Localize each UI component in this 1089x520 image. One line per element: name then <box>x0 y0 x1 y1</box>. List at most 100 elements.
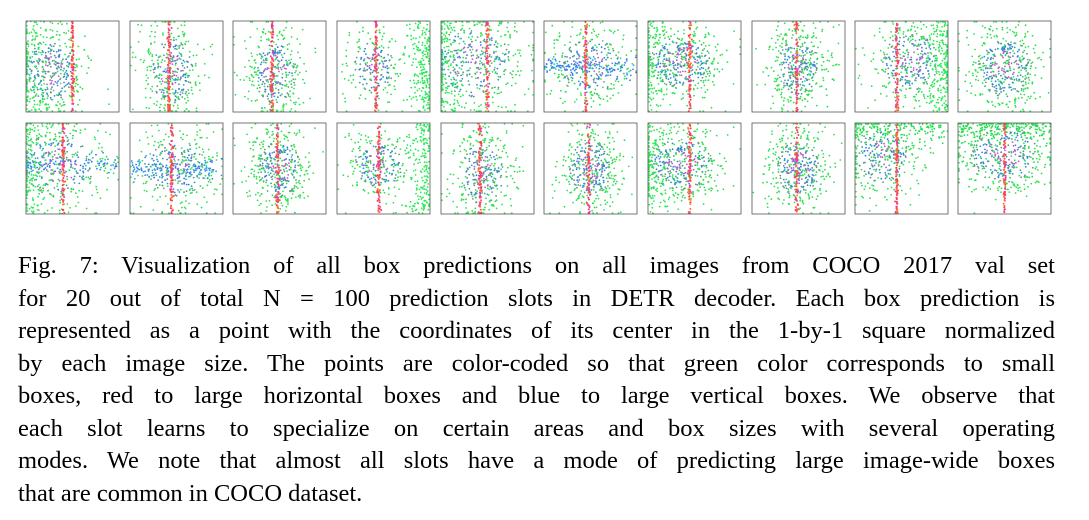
prediction-point <box>169 72 172 74</box>
prediction-point <box>659 73 662 76</box>
prediction-point <box>481 63 484 66</box>
prediction-point <box>792 80 795 82</box>
prediction-point <box>556 62 558 65</box>
prediction-point <box>457 35 460 38</box>
prediction-point <box>650 22 652 25</box>
prediction-point <box>267 30 270 33</box>
prediction-point <box>619 57 622 60</box>
prediction-point <box>406 98 409 101</box>
prediction-point <box>651 62 653 65</box>
prediction-point <box>809 57 812 60</box>
prediction-point <box>939 21 942 23</box>
prediction-point <box>619 65 622 68</box>
prediction-point <box>923 95 925 98</box>
prediction-point <box>657 83 660 85</box>
prediction-point <box>162 94 164 96</box>
prediction-point <box>35 35 37 38</box>
prediction-point <box>62 76 65 78</box>
prediction-point <box>807 73 810 76</box>
prediction-point <box>161 88 164 91</box>
prediction-point <box>595 49 598 52</box>
prediction-point <box>362 26 364 29</box>
prediction-point <box>620 69 622 72</box>
prediction-point <box>167 27 170 30</box>
prediction-point <box>418 88 421 90</box>
prediction-point <box>485 73 488 75</box>
prediction-point <box>683 63 686 65</box>
prediction-point <box>65 45 68 48</box>
prediction-point <box>665 73 668 76</box>
prediction-point <box>881 85 884 88</box>
prediction-point <box>585 81 588 84</box>
prediction-point <box>602 67 605 70</box>
prediction-point <box>593 30 596 33</box>
prediction-point <box>41 93 43 96</box>
prediction-point <box>386 67 389 70</box>
prediction-point <box>483 63 485 65</box>
prediction-point <box>821 28 824 31</box>
prediction-point <box>168 59 171 62</box>
prediction-point <box>29 68 31 71</box>
prediction-point <box>281 93 283 96</box>
prediction-point <box>511 76 514 79</box>
prediction-point <box>606 42 608 45</box>
prediction-point <box>484 55 486 57</box>
prediction-point <box>458 90 461 93</box>
prediction-point <box>446 24 448 27</box>
prediction-point <box>479 53 482 56</box>
prediction-point <box>600 65 603 68</box>
prediction-point <box>606 100 609 102</box>
prediction-point <box>108 103 110 106</box>
prediction-point <box>27 45 30 48</box>
prediction-point <box>48 63 51 66</box>
prediction-point <box>480 32 482 34</box>
prediction-point <box>701 55 703 58</box>
prediction-point <box>382 57 385 59</box>
prediction-point <box>657 39 660 42</box>
prediction-point <box>72 69 75 72</box>
prediction-point <box>874 99 876 102</box>
prediction-point <box>368 57 370 60</box>
prediction-point <box>688 87 691 90</box>
prediction-point <box>145 74 148 77</box>
prediction-point <box>486 78 489 81</box>
prediction-point <box>590 38 593 41</box>
prediction-point <box>27 53 30 55</box>
prediction-point <box>699 68 701 70</box>
prediction-point <box>665 93 668 96</box>
prediction-point <box>167 31 170 34</box>
prediction-point <box>931 43 934 45</box>
prediction-point <box>259 79 262 81</box>
prediction-point <box>425 46 428 49</box>
prediction-point <box>648 31 650 33</box>
prediction-point <box>35 53 38 55</box>
prediction-point <box>152 62 155 65</box>
prediction-point <box>423 72 425 74</box>
prediction-point <box>781 63 784 66</box>
prediction-point <box>63 81 65 84</box>
prediction-point <box>872 52 875 55</box>
prediction-point <box>403 52 405 55</box>
prediction-point <box>809 73 811 76</box>
prediction-point <box>171 58 174 60</box>
prediction-point <box>263 85 266 88</box>
prediction-point <box>660 88 663 90</box>
prediction-point <box>585 107 587 109</box>
prediction-point <box>550 89 553 92</box>
prediction-point <box>260 39 262 42</box>
prediction-point <box>427 51 429 54</box>
prediction-point <box>564 55 566 58</box>
prediction-point <box>278 51 280 54</box>
prediction-point <box>593 92 596 95</box>
prediction-point <box>915 59 918 61</box>
prediction-point <box>357 50 360 53</box>
prediction-point <box>877 72 880 74</box>
prediction-point <box>273 78 275 80</box>
prediction-point <box>454 109 456 111</box>
prediction-point <box>471 40 473 43</box>
prediction-point <box>592 56 595 58</box>
prediction-point <box>75 64 78 67</box>
prediction-point <box>704 35 707 38</box>
prediction-point <box>942 78 945 80</box>
prediction-point <box>574 63 577 66</box>
